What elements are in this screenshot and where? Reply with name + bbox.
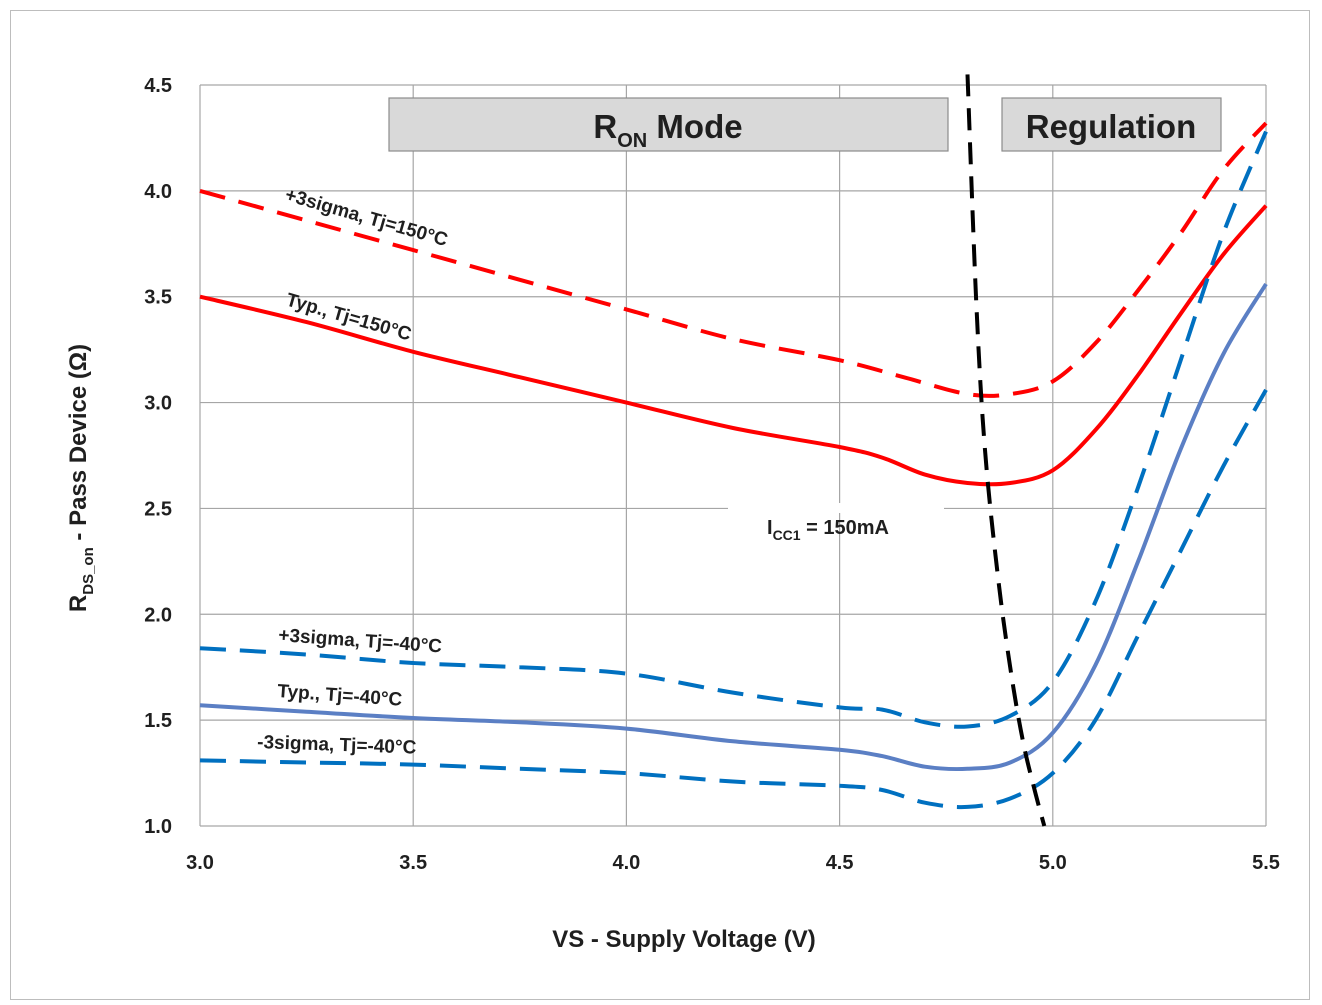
x-tick-label-5: 5.5: [1252, 852, 1280, 874]
grid-lines: [199, 84, 1267, 827]
y-axis-title: RDS_on - Pass Device (Ω): [65, 344, 97, 612]
x-tick-label-4: 5.0: [1039, 852, 1067, 874]
x-tick-label-1: 3.5: [399, 852, 427, 874]
x-axis-title: VS - Supply Voltage (V): [552, 926, 816, 953]
icc1-label-mask: [728, 503, 944, 513]
y-tick-label-1: 1.5: [144, 710, 172, 732]
boundary-layer: [965, 74, 1047, 827]
curve-labels: +3sigma, Tj=150°C Typ., Tj=150°C +3sigma…: [257, 185, 889, 759]
label-minus3sigma-minus40c: -3sigma, Tj=-40°C: [257, 732, 417, 759]
y-tick-label-6: 4.0: [144, 181, 172, 203]
series-line-1: [199, 204, 1268, 487]
y-tick-label-5: 3.5: [144, 287, 172, 309]
label-masks: [728, 503, 944, 513]
y-tick-label-4: 3.0: [144, 393, 172, 415]
icc1-boundary-line: [965, 74, 1047, 827]
series-layer: [199, 121, 1268, 810]
ron-mode-label: RON Mode: [593, 108, 742, 152]
chart-frame: [10, 10, 1310, 1000]
y-tick-label-0: 1.0: [144, 816, 172, 838]
regulation-box: [1001, 97, 1222, 152]
tick-labels: 3.0 3.5 4.0 4.5 5.0 5.5 1.0 1.5 2.0 2.5 3.0 3.5 4.0 4…: [144, 75, 1280, 874]
mode-regions: RON Mode Regulation: [388, 97, 1222, 152]
icc1-label: ICC1 = 150mA: [767, 517, 889, 543]
series-line-0: [199, 121, 1268, 398]
x-tick-label-3: 4.5: [826, 852, 854, 874]
y-tick-label-7: 4.5: [144, 75, 172, 97]
y-tick-label-2: 2.0: [144, 604, 172, 626]
axis-titles: VS - Supply Voltage (V) RDS_on - Pass De…: [65, 344, 816, 953]
series-line-4: [199, 388, 1268, 810]
label-typ-150c: Typ., Tj=150°C: [284, 290, 414, 346]
label-typ-minus40c: Typ., Tj=-40°C: [277, 681, 403, 711]
series-line-2: [199, 130, 1268, 729]
series-line-3: [199, 282, 1268, 772]
x-tick-label-0: 3.0: [186, 852, 214, 874]
regulation-label: Regulation: [1026, 108, 1197, 145]
x-tick-label-2: 4.0: [612, 852, 640, 874]
ron-mode-box: [388, 97, 949, 152]
y-tick-label-3: 2.5: [144, 498, 172, 520]
label-plus3sigma-150c: +3sigma, Tj=150°C: [283, 185, 451, 252]
